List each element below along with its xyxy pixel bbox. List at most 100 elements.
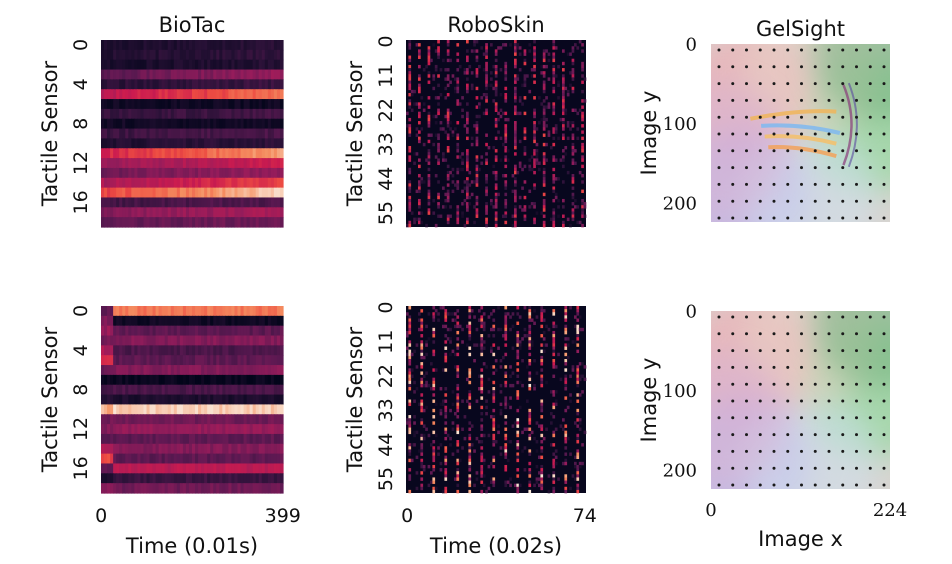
heatmap-cell — [243, 443, 248, 455]
heatmap-cell — [240, 414, 245, 425]
heatmap-cell — [170, 335, 175, 346]
y-tick-label: 0 — [686, 301, 697, 322]
marker-dot — [800, 349, 803, 353]
heatmap-cell — [485, 92, 488, 97]
marker-dot — [772, 449, 776, 453]
heatmap-cell — [131, 424, 135, 435]
heatmap-cell — [113, 177, 117, 189]
heatmap-cell — [420, 346, 424, 350]
heatmap-cell — [492, 396, 496, 400]
heatmap-cell — [418, 202, 421, 206]
heatmap-cell — [146, 443, 151, 455]
heatmap-cell — [264, 306, 269, 317]
marker-dot — [758, 199, 762, 203]
heatmap-cell — [267, 473, 272, 484]
heatmap-cell — [516, 443, 520, 447]
heatmap-cell — [482, 312, 486, 316]
heatmap-cell — [213, 79, 217, 90]
heatmap-cell — [216, 167, 220, 179]
heatmap-cell — [243, 483, 248, 494]
heatmap-cell — [161, 443, 166, 455]
heatmap-cell — [158, 414, 163, 425]
heatmap-cell — [198, 483, 202, 494]
heatmap-cell — [521, 102, 524, 106]
heatmap-cell — [552, 89, 556, 94]
heatmap-cell — [198, 306, 202, 317]
heatmap-cell — [444, 352, 448, 357]
heatmap-cell — [140, 49, 145, 61]
heatmap-cell — [581, 117, 584, 122]
heatmap-cell — [225, 217, 229, 228]
heatmap-cell — [516, 355, 520, 360]
heatmap-cell — [473, 449, 476, 453]
heatmap-cell — [446, 220, 450, 225]
heatmap-cell — [456, 220, 460, 225]
heatmap-cell — [564, 362, 568, 366]
heatmap-cell — [104, 404, 108, 415]
heatmap-cell — [246, 424, 251, 435]
heatmap-cell — [454, 352, 457, 357]
heatmap-cell — [564, 446, 568, 450]
heatmap-cell — [237, 433, 242, 445]
heatmap-cell — [204, 158, 208, 169]
heatmap-cell — [437, 312, 440, 316]
heatmap-cell — [456, 99, 460, 103]
y-tick-label: 0 — [686, 34, 697, 55]
heatmap-cell — [485, 220, 488, 225]
heatmap-cell — [158, 306, 163, 317]
heatmap-cell — [408, 145, 412, 150]
heatmap-cell — [264, 463, 269, 474]
heatmap-cell — [243, 158, 248, 169]
marker-dot — [772, 82, 776, 86]
heatmap-cell — [182, 453, 187, 465]
heatmap-cell — [255, 335, 260, 346]
heatmap-cell — [222, 148, 226, 159]
heatmap-cell — [219, 59, 223, 71]
heatmap-cell — [273, 128, 278, 140]
heatmap-cell — [535, 211, 539, 215]
gelsight-top-ylabel: Image y — [637, 91, 661, 176]
heatmap-cell — [430, 387, 433, 391]
heatmap-cell — [204, 128, 208, 140]
heatmap-cell — [252, 128, 257, 140]
heatmap-cell — [140, 40, 145, 51]
marker-dot — [731, 315, 735, 319]
heatmap-cell — [131, 197, 135, 208]
heatmap-cell — [240, 453, 245, 465]
heatmap-cell — [485, 161, 488, 165]
heatmap-cell — [228, 453, 233, 465]
heatmap-cell — [110, 148, 114, 159]
heatmap-cell — [264, 69, 269, 80]
heatmap-cell — [146, 99, 151, 110]
marker-dot — [772, 216, 776, 220]
heatmap-cell — [492, 86, 496, 91]
heatmap-cell — [222, 49, 226, 61]
heatmap-cell — [107, 79, 111, 90]
heatmap-cell — [267, 414, 272, 425]
heatmap-cell — [427, 49, 431, 53]
heatmap-cell — [468, 390, 472, 394]
heatmap-cell — [164, 443, 169, 455]
heatmap-cell — [243, 414, 248, 425]
heatmap-cell — [523, 427, 527, 431]
heatmap-cell — [542, 174, 546, 178]
heatmap-cell — [432, 393, 436, 397]
heatmap-cell — [264, 167, 269, 179]
heatmap-cell — [276, 69, 281, 80]
heatmap-cell — [231, 365, 236, 376]
heatmap-cell — [562, 108, 565, 112]
heatmap-cell — [101, 49, 105, 61]
heatmap-cell — [492, 343, 496, 347]
heatmap-cell — [258, 167, 263, 179]
heatmap-cell — [182, 443, 187, 455]
heatmap-cell — [101, 197, 105, 208]
heatmap-cell — [164, 315, 169, 327]
heatmap-cell — [528, 343, 532, 347]
heatmap-cell — [581, 327, 584, 332]
heatmap-cell — [581, 362, 584, 366]
heatmap-cell — [273, 158, 278, 169]
heatmap-cell — [514, 189, 517, 194]
heatmap-cell — [566, 405, 570, 410]
heatmap-cell — [542, 74, 546, 78]
heatmap-cell — [155, 217, 160, 228]
